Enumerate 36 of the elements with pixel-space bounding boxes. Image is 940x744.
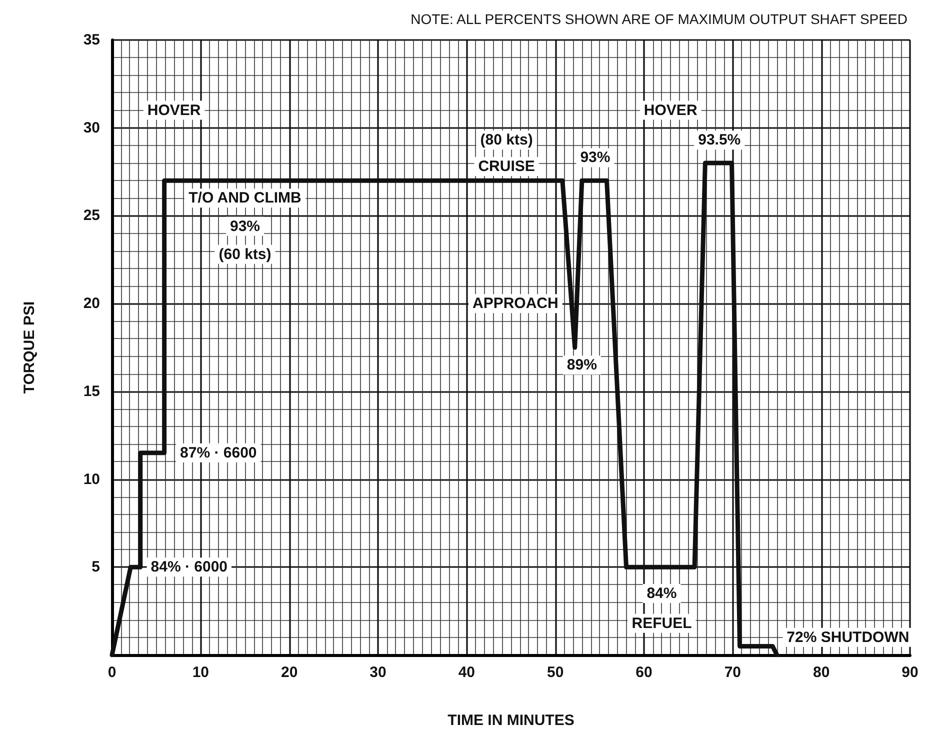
x-tick-label: 80	[812, 664, 830, 681]
text: NOTE: ALL PERCENTS SHOWN ARE OF MAXIMUM OUTPUT SHAFT SPEED	[410, 11, 908, 27]
y-tick-label: 25	[83, 207, 100, 224]
x-tick-label: 70	[724, 664, 742, 681]
annotation: 87% · 6600	[180, 444, 257, 462]
x-tick-label: 30	[370, 664, 386, 681]
x-tick-label: 10	[192, 664, 210, 681]
y-tick-label: 20	[83, 295, 100, 312]
y-axis-title: TORQUE PSI	[21, 301, 38, 394]
annotation: 84%	[646, 585, 677, 602]
y-tick-label: 30	[83, 119, 100, 136]
x-tick-label: 50	[546, 664, 564, 681]
annotation: 84% · 6000	[150, 558, 228, 576]
x-tick-label: 90	[902, 664, 918, 681]
annotation: 93.5%	[698, 132, 741, 149]
x-tick-label: 20	[280, 664, 298, 681]
y-tick-label: 15	[83, 382, 100, 400]
annotation: 72% SHUTDOWN	[786, 628, 910, 646]
y-tick-label: 35	[83, 32, 100, 48]
annotation: 93%	[580, 149, 610, 166]
annotation: 93%	[230, 218, 260, 235]
x-tick-label: 40	[458, 664, 476, 681]
y-tick-label: 10	[83, 470, 100, 488]
annotation: 89%	[566, 356, 597, 374]
annotation: T/O AND CLIMB	[188, 190, 302, 207]
annotation: REFUEL	[632, 614, 692, 632]
annotation: APPROACH	[472, 295, 558, 312]
x-tick-label: 60	[636, 664, 652, 681]
y-tick-label: 5	[92, 558, 100, 576]
x-tick-label: 0	[108, 664, 116, 681]
annotation: (80 kts)	[480, 132, 533, 149]
annotation: HOVER	[147, 102, 201, 119]
annotation: (60 kts)	[218, 246, 272, 263]
annotation: HOVER	[644, 102, 698, 119]
x-axis-title: TIME IN MINUTES	[448, 712, 574, 729]
annotation: CRUISE	[478, 158, 535, 176]
